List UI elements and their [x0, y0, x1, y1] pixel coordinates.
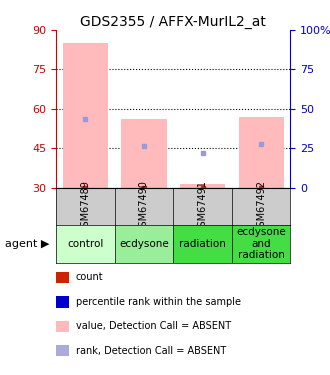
- Text: count: count: [76, 273, 104, 282]
- Text: GSM67492: GSM67492: [256, 180, 266, 233]
- Bar: [56, 225, 115, 262]
- Bar: [232, 188, 290, 225]
- Bar: [63, 43, 108, 188]
- Bar: [180, 184, 225, 188]
- Text: ecdysone: ecdysone: [119, 239, 169, 249]
- Text: percentile rank within the sample: percentile rank within the sample: [76, 297, 241, 307]
- Text: GSM67489: GSM67489: [81, 180, 90, 232]
- Text: GSM67491: GSM67491: [198, 180, 208, 232]
- Bar: [173, 188, 232, 225]
- Bar: [239, 117, 284, 188]
- Bar: [115, 225, 173, 262]
- Bar: [232, 225, 290, 262]
- Title: GDS2355 / AFFX-MurIL2_at: GDS2355 / AFFX-MurIL2_at: [80, 15, 266, 29]
- Text: GSM67490: GSM67490: [139, 180, 149, 232]
- Text: ecdysone
and
radiation: ecdysone and radiation: [236, 227, 286, 260]
- Text: rank, Detection Call = ABSENT: rank, Detection Call = ABSENT: [76, 346, 226, 355]
- Text: value, Detection Call = ABSENT: value, Detection Call = ABSENT: [76, 321, 231, 331]
- Bar: [173, 225, 232, 262]
- Bar: [56, 188, 115, 225]
- Text: radiation: radiation: [179, 239, 226, 249]
- Text: control: control: [67, 239, 104, 249]
- Text: agent ▶: agent ▶: [5, 239, 50, 249]
- Bar: [115, 188, 173, 225]
- Bar: [121, 119, 167, 188]
